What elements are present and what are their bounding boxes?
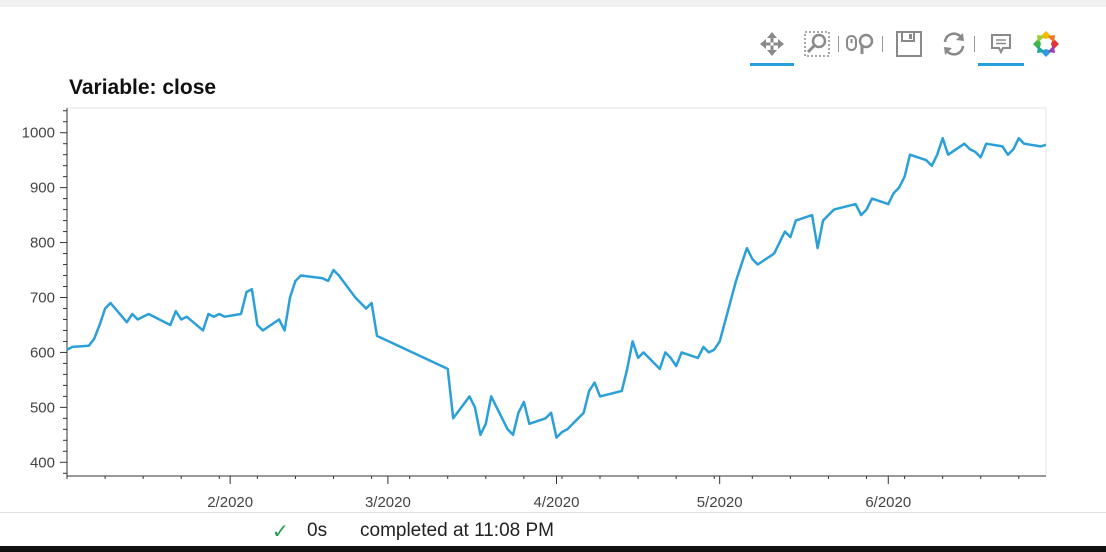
chart-toolbar <box>748 24 1068 68</box>
box-zoom-tool-button[interactable] <box>800 24 834 64</box>
bottom-edge-bar <box>0 546 1106 552</box>
x-tick-label: 4/2020 <box>534 494 580 511</box>
hover-tooltip-icon <box>991 34 1011 55</box>
y-tick-label: 800 <box>30 235 55 252</box>
save-tool-button[interactable] <box>894 24 924 64</box>
y-tick-label: 600 <box>30 344 55 361</box>
hover-tool-button[interactable] <box>978 24 1024 66</box>
reset-icon <box>943 32 965 56</box>
wheel-zoom-tool-button[interactable] <box>844 24 878 64</box>
x-tick-label: 5/2020 <box>697 494 743 511</box>
completion-message: completed at 11:08 PM <box>360 520 554 541</box>
bokeh-logo-icon <box>1033 31 1059 57</box>
pan-tool-button[interactable] <box>750 24 794 66</box>
y-tick-label: 400 <box>30 454 55 471</box>
top-strip <box>0 0 1106 7</box>
toolbar-separator <box>838 36 839 52</box>
y-tick-label: 1000 <box>22 125 55 142</box>
save-icon <box>896 31 922 57</box>
reset-tool-button[interactable] <box>938 24 970 64</box>
x-tick-label: 3/2020 <box>365 494 411 511</box>
y-tick-label: 900 <box>30 180 55 197</box>
execution-time: 0s <box>307 520 328 541</box>
chart-title: Variable: close <box>69 76 217 99</box>
status-bar: ✓ 0s completed at 11:08 PM <box>0 512 1106 547</box>
series-layer <box>66 136 1047 439</box>
box-zoom-icon <box>804 31 830 57</box>
chart-axes: 400 500 600 700 800 900 1000 2/2020 3/2020 4/2020… <box>22 108 1046 511</box>
line-chart: 400 500 600 700 800 900 1000 2/2020 3/2020 4/2020… <box>22 107 1047 511</box>
plot-area-frame <box>66 107 1047 477</box>
toolbar-separator <box>882 36 883 52</box>
y-tick-label: 500 <box>30 399 55 416</box>
y-tick-label: 700 <box>30 289 55 306</box>
toolbar-separator <box>974 36 975 52</box>
bokeh-logo-link[interactable] <box>1030 24 1062 64</box>
x-tick-label: 2/2020 <box>207 494 253 511</box>
pan-icon <box>760 32 784 56</box>
x-tick-label: 6/2020 <box>865 494 911 511</box>
wheel-zoom-icon <box>846 33 874 54</box>
check-icon: ✓ <box>272 521 289 543</box>
close-price-line <box>66 136 1047 439</box>
